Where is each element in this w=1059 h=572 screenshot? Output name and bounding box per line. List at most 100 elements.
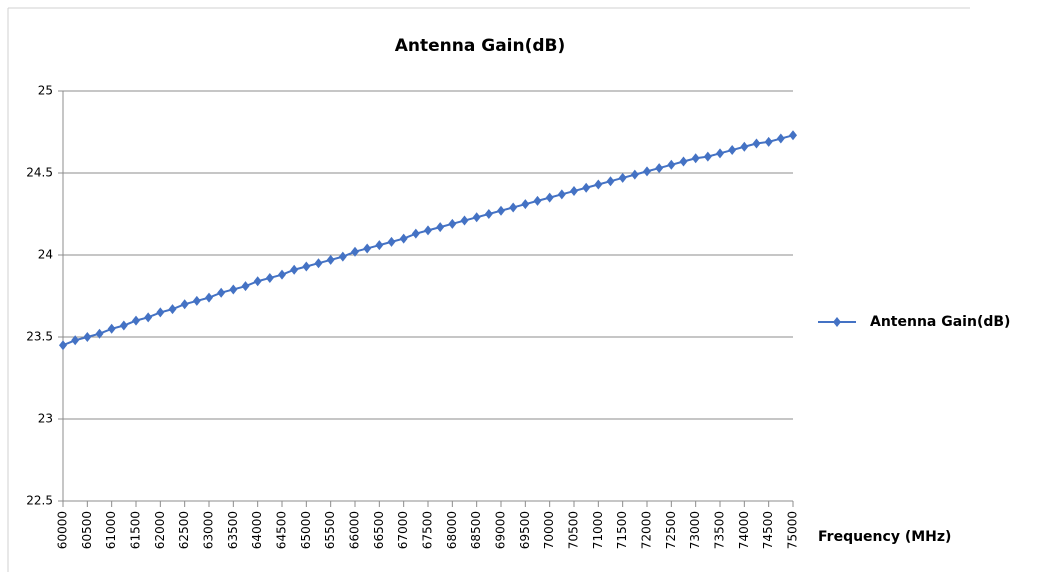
x-tick-label: 74500 [761, 511, 775, 549]
chart-title: Antenna Gain(dB) [395, 36, 566, 56]
x-tick-label: 66000 [348, 511, 362, 549]
marker [399, 233, 408, 244]
marker [448, 218, 457, 229]
marker [351, 246, 359, 257]
x-tick-label: 63000 [202, 511, 216, 549]
x-tick-label: 72500 [664, 511, 678, 549]
marker [497, 205, 505, 216]
marker [241, 281, 250, 292]
marker [740, 141, 749, 152]
x-tick-label: 60000 [56, 511, 70, 549]
marker [302, 261, 311, 272]
x-tick-label: 70500 [567, 511, 581, 549]
x-tick-label: 75000 [786, 511, 800, 549]
marker [594, 179, 603, 190]
marker [618, 172, 627, 183]
marker [156, 307, 165, 318]
marker [570, 186, 578, 197]
marker [630, 169, 639, 180]
y-tick-label: 25 [38, 84, 53, 98]
x-tick-label: 61000 [104, 511, 118, 549]
marker [484, 209, 493, 219]
marker [703, 151, 712, 162]
x-tick-label: 66500 [372, 511, 386, 549]
marker [643, 166, 651, 177]
marker [119, 320, 128, 331]
marker [180, 299, 189, 310]
marker [776, 133, 785, 144]
marker [691, 153, 700, 164]
marker [71, 335, 80, 346]
marker [728, 145, 737, 156]
marker [326, 254, 335, 265]
x-tick-label: 60500 [80, 511, 94, 549]
marker [764, 136, 773, 147]
marker [205, 292, 213, 303]
marker [253, 276, 262, 287]
marker [752, 138, 761, 149]
marker [545, 192, 554, 203]
x-tick-label: 64000 [250, 511, 264, 549]
x-tick-label: 74000 [737, 511, 751, 549]
marker [789, 130, 797, 141]
x-tick-label: 68000 [445, 511, 459, 549]
marker [679, 156, 688, 167]
marker [314, 258, 323, 269]
marker [338, 251, 347, 262]
marker [472, 212, 481, 223]
marker [667, 159, 676, 170]
x-tick-label: 65500 [323, 511, 337, 549]
x-axis-label: Frequency (MHz) [818, 529, 951, 545]
x-tick-label: 70000 [542, 511, 556, 549]
y-tick-label: 23.5 [26, 330, 53, 344]
marker [107, 323, 116, 334]
marker [83, 332, 92, 342]
marker [265, 272, 274, 283]
x-tick-label: 68500 [469, 511, 483, 549]
x-tick-label: 62000 [153, 511, 167, 549]
x-tick-label: 61500 [129, 511, 143, 549]
x-tick-label: 73500 [713, 511, 727, 549]
marker [509, 202, 518, 213]
marker [168, 304, 177, 315]
x-tick-label: 63500 [226, 511, 240, 549]
x-tick-label: 67500 [421, 511, 435, 549]
marker [363, 243, 372, 254]
marker [132, 315, 140, 326]
marker [229, 284, 238, 295]
x-tick-label: 71000 [591, 511, 605, 549]
y-tick-label: 22.5 [26, 494, 53, 508]
x-tick-label: 71500 [615, 511, 629, 549]
marker [606, 176, 615, 187]
marker [290, 264, 299, 275]
x-tick-label: 64500 [275, 511, 289, 549]
legend-label: Antenna Gain(dB) [870, 314, 1010, 330]
marker [655, 163, 664, 174]
x-tick-label: 62500 [177, 511, 191, 549]
marker [521, 199, 530, 210]
marker [192, 295, 201, 306]
legend-marker [833, 317, 841, 327]
marker [557, 189, 566, 200]
marker [144, 312, 153, 323]
y-tick-label: 24 [38, 248, 53, 262]
marker [716, 148, 724, 159]
x-tick-label: 72000 [640, 511, 654, 549]
marker [424, 225, 432, 236]
x-tick-label: 73000 [688, 511, 702, 549]
marker [217, 287, 226, 298]
marker [582, 182, 591, 193]
marker [59, 340, 67, 351]
y-tick-label: 24.5 [26, 166, 53, 180]
marker [278, 269, 286, 280]
x-tick-label: 69000 [494, 511, 508, 549]
marker [375, 240, 384, 251]
marker [411, 228, 420, 239]
x-tick-label: 67000 [396, 511, 410, 549]
marker [95, 328, 104, 339]
x-tick-label: 69500 [518, 511, 532, 549]
marker [533, 195, 542, 206]
y-tick-label: 23 [38, 412, 53, 426]
marker [387, 236, 396, 247]
